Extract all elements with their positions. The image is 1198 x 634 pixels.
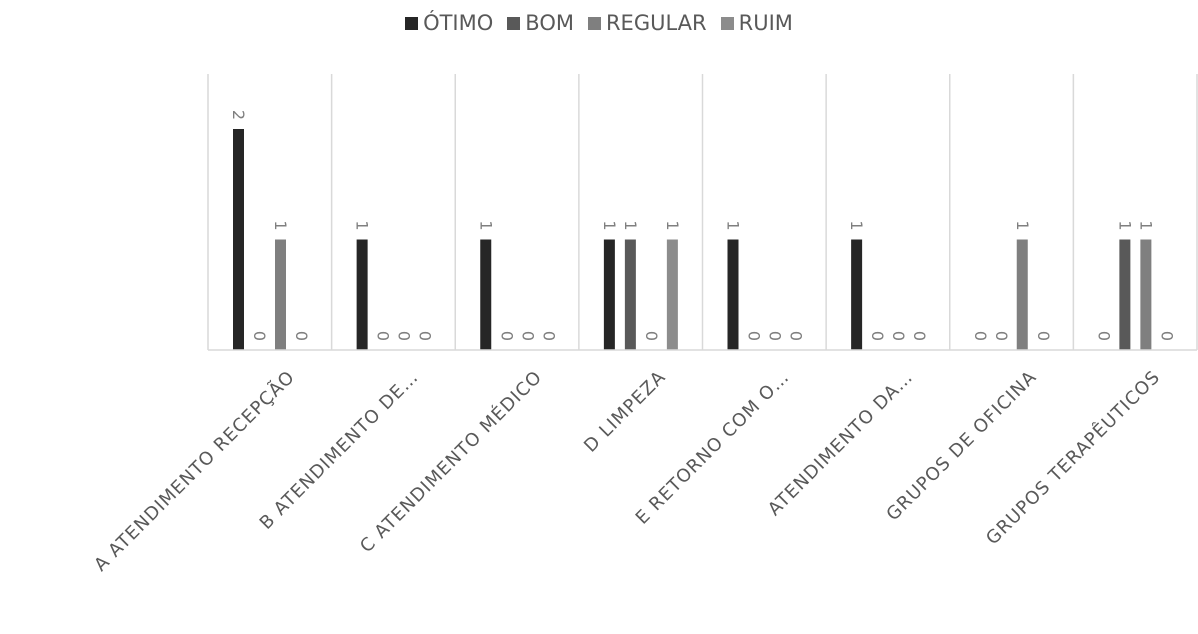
legend-label: RUIM bbox=[738, 11, 793, 35]
data-label: 1 bbox=[271, 220, 290, 230]
data-label: 0 bbox=[745, 331, 764, 341]
data-label: 1 bbox=[476, 220, 495, 230]
x-tick-label: A ATENDIMENTO RECEPÇÃO bbox=[89, 366, 299, 576]
data-label: 1 bbox=[621, 220, 640, 230]
data-label: 1 bbox=[1013, 220, 1032, 230]
chart-bars bbox=[233, 129, 1152, 350]
legend-swatch bbox=[720, 16, 734, 30]
data-label: 0 bbox=[787, 331, 806, 341]
bar bbox=[666, 239, 678, 350]
legend-swatch bbox=[507, 16, 521, 30]
bar bbox=[275, 239, 286, 350]
data-label: 0 bbox=[539, 331, 558, 341]
legend-label: BOM bbox=[525, 11, 574, 35]
legend-label: REGULAR bbox=[605, 11, 707, 35]
data-label: 0 bbox=[292, 331, 311, 341]
bar bbox=[624, 239, 636, 350]
chart-legend: ÓTIMO BOM REGULAR RUIM bbox=[0, 8, 1198, 38]
data-label: 1 bbox=[847, 220, 866, 230]
bar bbox=[851, 239, 863, 350]
data-label: 1 bbox=[1115, 220, 1134, 230]
data-label: 0 bbox=[868, 331, 887, 341]
bar bbox=[603, 239, 615, 350]
data-label: 1 bbox=[600, 220, 619, 230]
data-label: 1 bbox=[353, 220, 372, 230]
legend-label: ÓTIMO bbox=[423, 11, 494, 35]
data-label: 0 bbox=[374, 331, 393, 341]
data-label: 0 bbox=[497, 331, 516, 341]
data-label: 1 bbox=[1136, 220, 1155, 230]
bar bbox=[233, 129, 244, 350]
legend-swatch bbox=[405, 16, 419, 30]
legend-item-0: ÓTIMO bbox=[405, 11, 493, 35]
data-label: 1 bbox=[663, 220, 682, 230]
bar bbox=[1119, 239, 1131, 350]
data-label: 0 bbox=[910, 331, 929, 341]
data-label: 0 bbox=[250, 331, 269, 341]
data-label: 0 bbox=[889, 331, 908, 341]
data-label: 0 bbox=[1034, 331, 1053, 341]
data-label: 0 bbox=[1094, 331, 1113, 341]
data-label: 0 bbox=[971, 331, 990, 341]
bar bbox=[1016, 239, 1028, 350]
legend-item-2: REGULAR bbox=[587, 11, 707, 35]
bar bbox=[480, 239, 492, 350]
x-tick-label: D LIMPEZA bbox=[580, 367, 670, 457]
data-label: 1 bbox=[724, 220, 743, 230]
bar bbox=[356, 239, 368, 350]
data-label: 0 bbox=[416, 331, 435, 341]
bar bbox=[1140, 239, 1152, 350]
legend-swatch bbox=[587, 16, 601, 30]
legend-item-1: BOM bbox=[507, 11, 574, 35]
data-label: 0 bbox=[766, 331, 785, 341]
chart-gridlines bbox=[207, 74, 1198, 350]
bar bbox=[727, 239, 739, 350]
data-label: 0 bbox=[992, 331, 1011, 341]
data-label: 2 bbox=[229, 110, 248, 120]
legend-item-3: RUIM bbox=[720, 11, 793, 35]
data-label: 0 bbox=[642, 331, 661, 341]
data-label: 0 bbox=[1157, 331, 1176, 341]
data-label: 0 bbox=[395, 331, 414, 341]
data-label: 0 bbox=[518, 331, 537, 341]
